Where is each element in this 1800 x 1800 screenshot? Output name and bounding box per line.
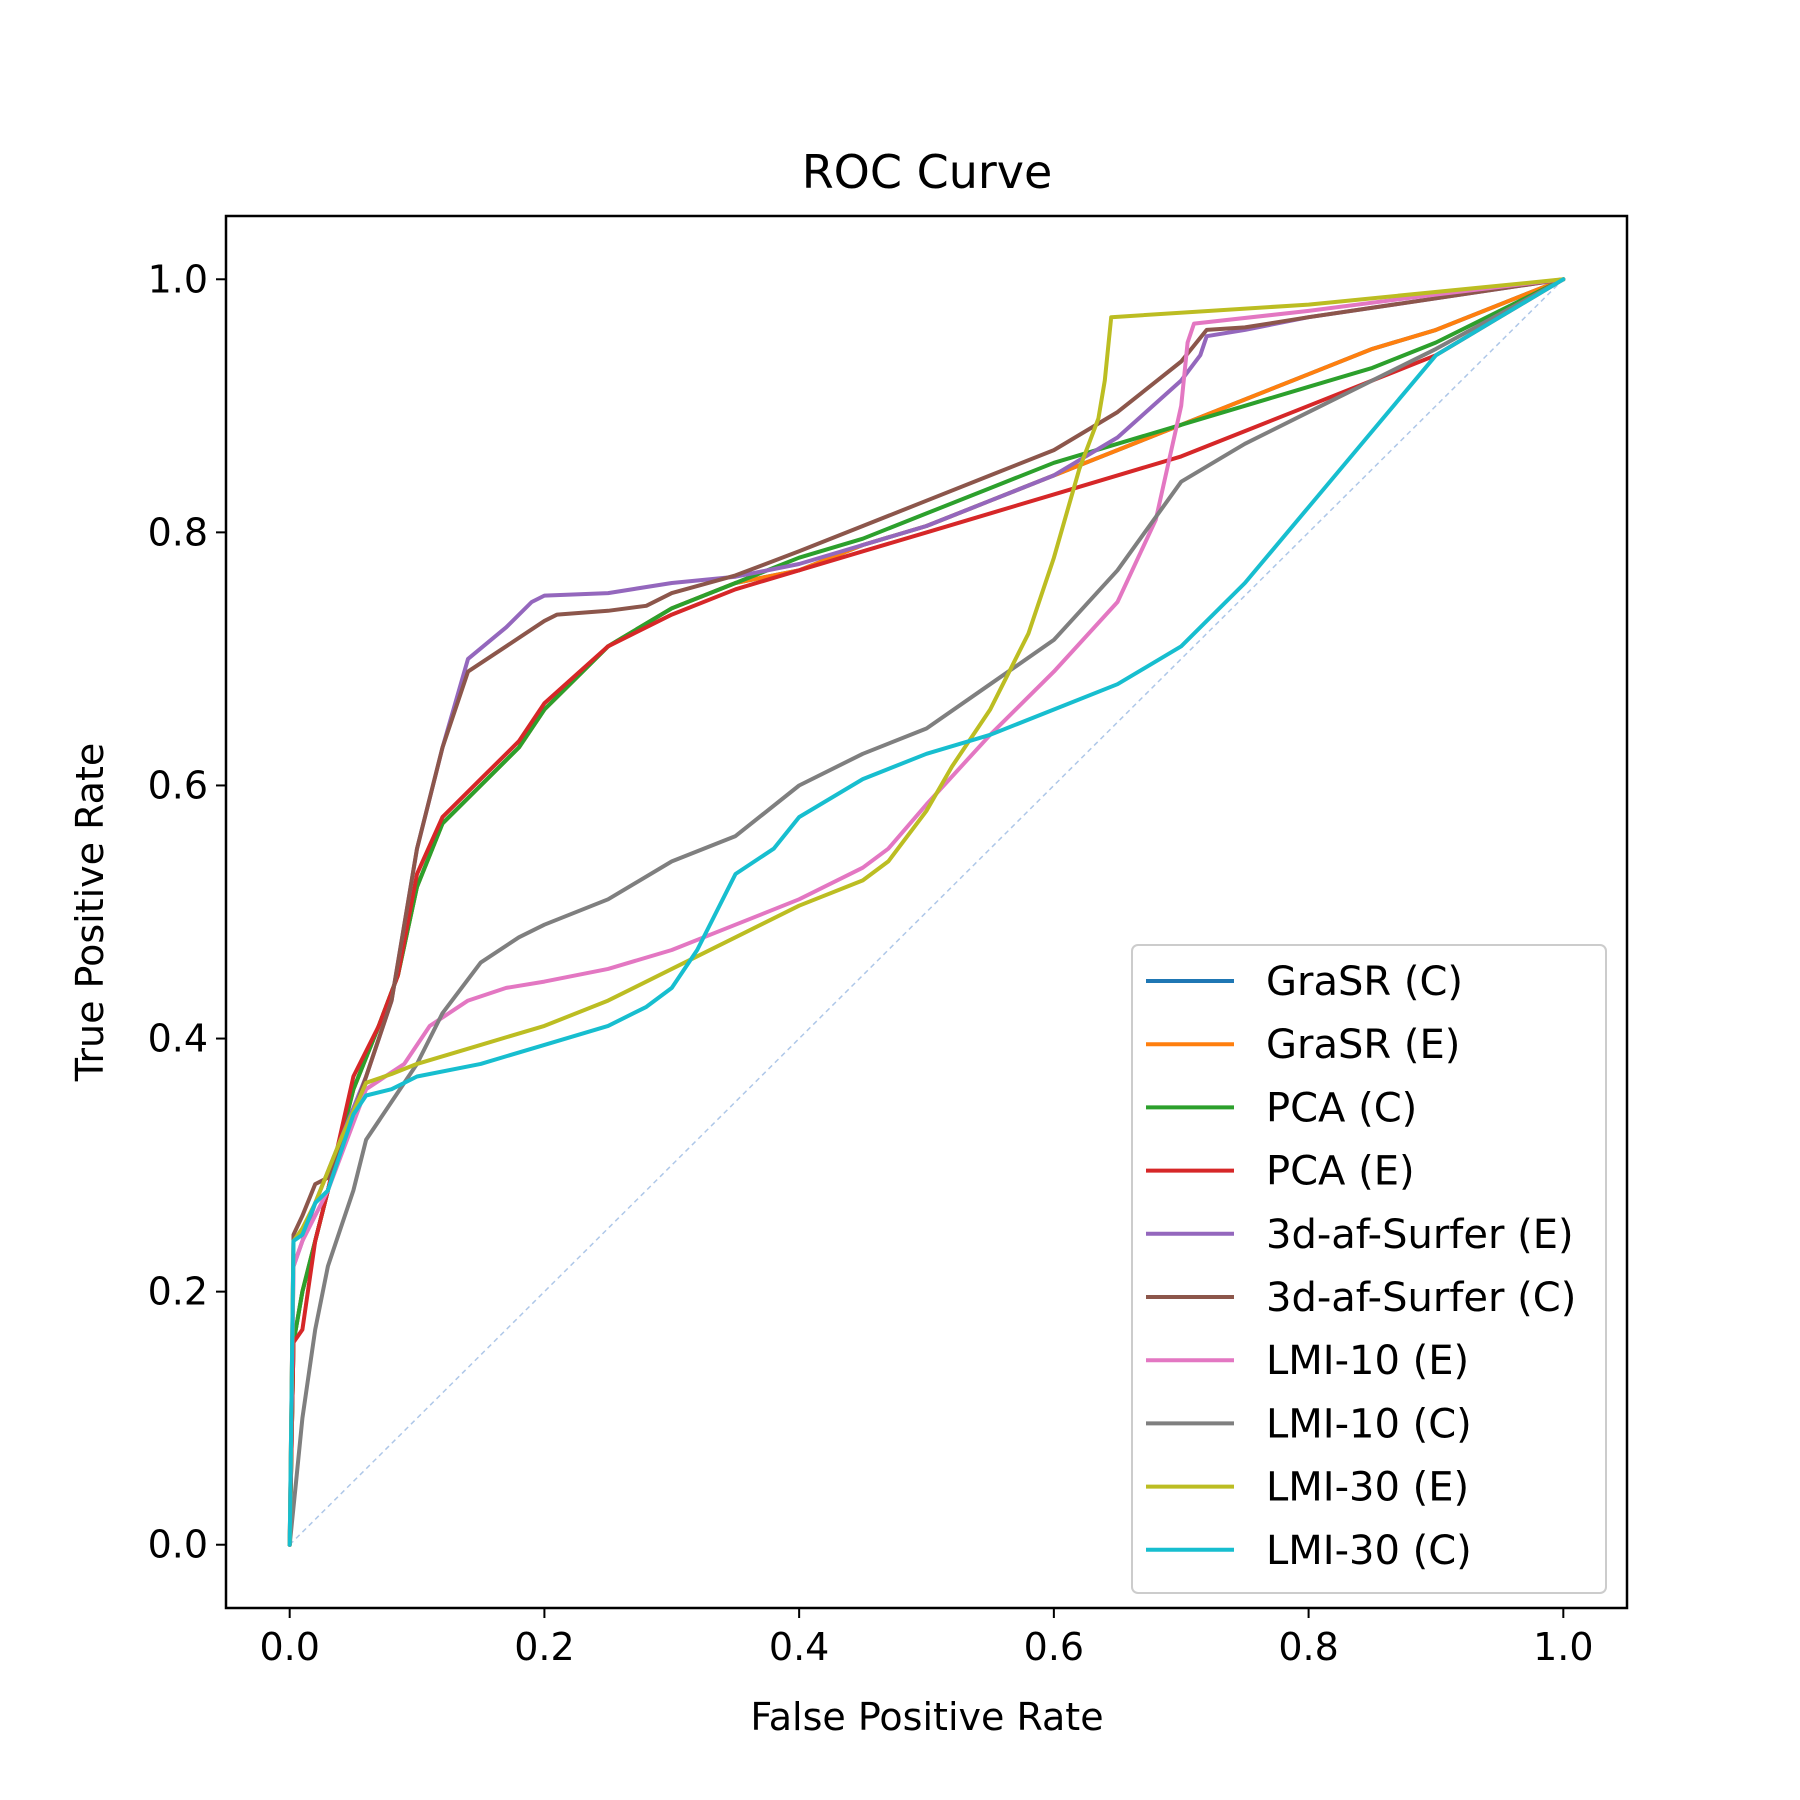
legend-label: LMI-10 (E) <box>1266 1338 1469 1384</box>
legend-label: PCA (C) <box>1266 1085 1417 1131</box>
series-line-pca-e <box>287 277 1566 1547</box>
y-axis: 0.0 0.2 0.4 0.6 0.8 1.0 <box>148 257 226 1567</box>
x-axis: 0.0 0.2 0.4 0.6 0.8 1.0 <box>259 1608 1594 1669</box>
series-line-lmi-30-c <box>287 277 1566 1547</box>
y-tick-label: 0.2 <box>148 1270 208 1314</box>
y-tick-label: 0.6 <box>148 763 208 807</box>
series-line-lmi-10-c <box>287 277 1566 1547</box>
diagonal-reference-line <box>289 278 1564 1546</box>
series-line-lmi-10-e <box>287 277 1566 1547</box>
x-tick-label: 0.4 <box>769 1625 829 1669</box>
series-layer <box>287 277 1566 1547</box>
legend-label: LMI-10 (C) <box>1266 1401 1472 1447</box>
x-tick-label: 0.8 <box>1278 1625 1338 1669</box>
x-tick-label: 1.0 <box>1533 1625 1593 1669</box>
x-tick-label: 0.0 <box>259 1625 319 1669</box>
legend-label: 3d-af-Surfer (E) <box>1266 1212 1574 1258</box>
chart-title: ROC Curve <box>802 145 1053 199</box>
legend-label: GraSR (E) <box>1266 1022 1460 1068</box>
x-tick-label: 0.6 <box>1024 1625 1084 1669</box>
x-tick-label: 0.2 <box>514 1625 574 1669</box>
legend-label: LMI-30 (E) <box>1266 1465 1469 1511</box>
y-tick-label: 0.0 <box>148 1523 208 1567</box>
legend-box <box>1131 944 1607 1594</box>
y-tick-label: 0.4 <box>148 1017 208 1061</box>
legend-label: PCA (E) <box>1266 1149 1415 1195</box>
legend-label: LMI-30 (C) <box>1266 1528 1472 1574</box>
y-axis-label: True Positive Rate <box>68 743 112 1083</box>
legend: GraSR (C) GraSR (E) PCA (C) PCA (E) 3d-af-Su… <box>1131 944 1607 1594</box>
legend-label: 3d-af-Surfer (C) <box>1266 1275 1576 1321</box>
series-line-lmi-30-e <box>287 277 1566 1547</box>
y-tick-label: 0.8 <box>148 510 208 554</box>
x-axis-label: False Positive Rate <box>750 1695 1103 1739</box>
plot-frame <box>224 214 1629 1610</box>
y-tick-label: 1.0 <box>148 257 208 301</box>
legend-label: GraSR (C) <box>1266 959 1463 1005</box>
